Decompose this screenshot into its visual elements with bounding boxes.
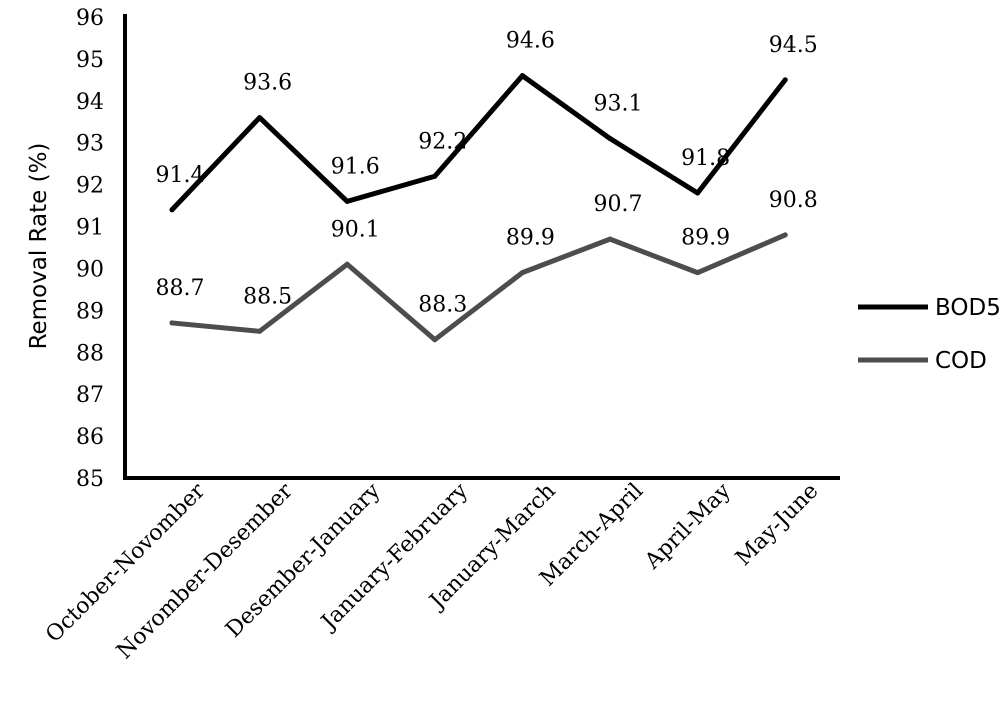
y-tick-label: 90 xyxy=(76,257,104,282)
data-point-cod xyxy=(432,337,438,343)
series-line-cod xyxy=(169,232,788,343)
x-tick-label: Novomber-Desember xyxy=(112,478,298,664)
data-label-cod: 90.1 xyxy=(331,217,380,242)
data-label-bod5: 91.6 xyxy=(331,154,380,179)
y-tick-label: 93 xyxy=(76,132,104,157)
data-point-bod5 xyxy=(782,77,788,83)
data-label-bod5: 93.1 xyxy=(594,92,643,117)
data-label-bod5: 91.8 xyxy=(681,146,730,171)
y-tick-label: 88 xyxy=(76,341,104,366)
x-tick-label: October-Novomber xyxy=(41,478,210,647)
data-point-cod xyxy=(344,261,350,267)
data-label-cod: 90.8 xyxy=(769,188,818,213)
data-label-cod: 88.7 xyxy=(156,276,205,301)
x-tick-label: January-February xyxy=(316,478,474,636)
y-tick-label: 91 xyxy=(76,216,104,241)
data-label-cod: 88.5 xyxy=(243,284,292,309)
series-line-bod5 xyxy=(169,73,788,213)
data-point-cod xyxy=(607,236,613,242)
data-point-cod xyxy=(519,270,525,276)
data-point-bod5 xyxy=(695,190,701,196)
data-point-bod5 xyxy=(257,115,263,121)
legend-label-cod: COD xyxy=(935,348,987,374)
data-label-bod5: 94.5 xyxy=(769,33,818,58)
y-tick-label: 85 xyxy=(76,467,104,492)
x-tick-label: Desember-January xyxy=(221,478,386,643)
data-label-cod: 90.7 xyxy=(594,192,643,217)
data-label-cod: 89.9 xyxy=(506,226,555,251)
y-tick-label: 95 xyxy=(76,48,104,73)
data-point-bod5 xyxy=(607,136,613,142)
y-axis-title: Removal Rate (%) xyxy=(26,143,52,350)
data-label-bod5: 93.6 xyxy=(243,71,292,96)
data-point-cod xyxy=(695,270,701,276)
data-label-bod5: 92.2 xyxy=(418,129,467,154)
data-point-cod xyxy=(257,328,263,334)
legend: BOD5 COD xyxy=(858,295,1000,374)
legend-label-bod5: BOD5 xyxy=(935,295,1000,321)
data-point-bod5 xyxy=(169,207,175,213)
data-point-cod xyxy=(169,320,175,326)
data-point-bod5 xyxy=(432,173,438,179)
y-tick-label: 94 xyxy=(76,90,104,115)
data-point-bod5 xyxy=(344,198,350,204)
data-label-bod5: 91.4 xyxy=(156,163,205,188)
data-label-cod: 88.3 xyxy=(418,293,467,318)
x-tick-label: May-June xyxy=(731,479,823,571)
data-label-cod: 89.9 xyxy=(681,226,730,251)
y-tick-label: 86 xyxy=(76,425,104,450)
data-point-bod5 xyxy=(519,73,525,79)
data-point-cod xyxy=(782,232,788,238)
x-tick-label: April-May xyxy=(640,478,737,575)
y-tick-label: 87 xyxy=(76,383,104,408)
y-tick-label: 92 xyxy=(76,174,104,199)
data-label-bod5: 94.6 xyxy=(506,29,555,54)
y-tick-label: 96 xyxy=(76,6,104,31)
y-tick-label: 89 xyxy=(76,299,104,324)
